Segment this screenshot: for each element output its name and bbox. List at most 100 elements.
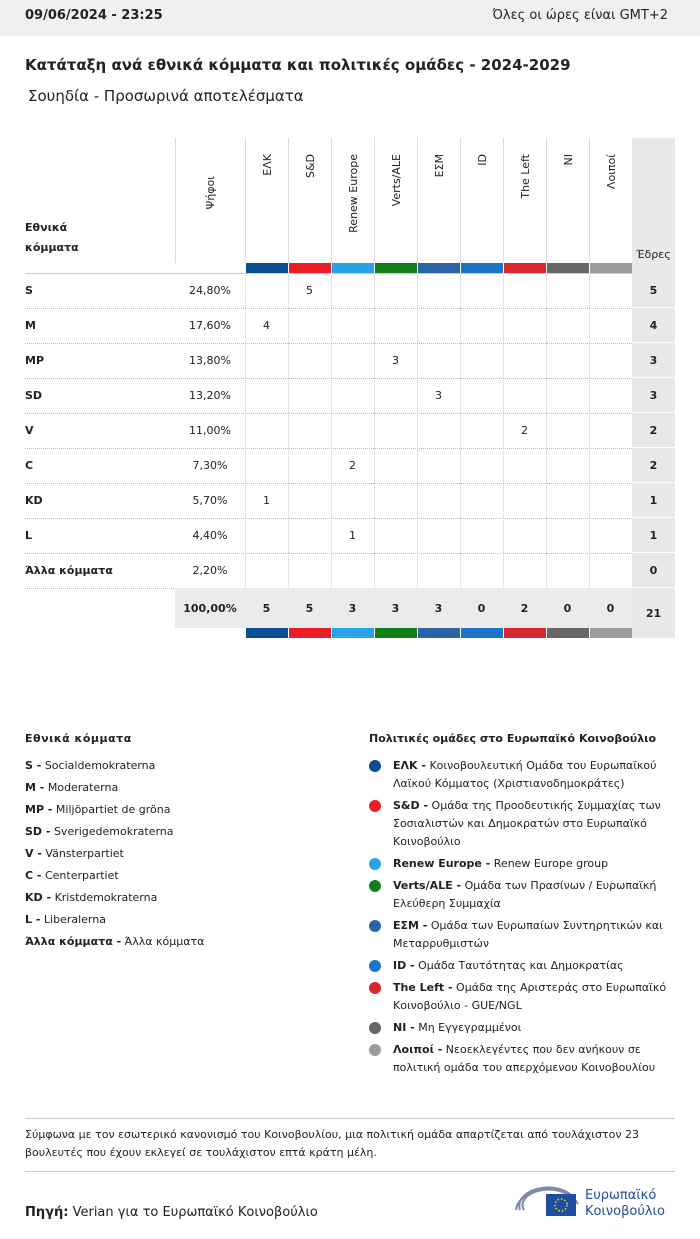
votes-header: Ψήφοι — [175, 138, 245, 263]
party: M — [25, 319, 36, 332]
legend-abbr: SD - — [25, 825, 51, 838]
party: S — [25, 284, 33, 297]
cell-border — [460, 308, 461, 343]
cell-border — [460, 343, 461, 378]
seat-cell: 3 — [392, 354, 399, 367]
cell-border — [245, 448, 246, 483]
party: KD — [25, 494, 43, 507]
legend-name: Νεοεκλεγέντες που δεν ανήκουν σε πολιτικ… — [393, 1043, 656, 1074]
source-text: Verian για το Ευρωπαϊκό Κοινοβούλιο — [72, 1205, 318, 1220]
party: C — [25, 459, 34, 472]
legend-abbr: ΕΛΚ - — [393, 759, 426, 772]
legend-dot — [369, 1022, 381, 1034]
party: L — [25, 529, 33, 542]
legend-name: Άλλα κόμματα — [124, 935, 205, 948]
seats-header: Έδρες — [636, 248, 671, 261]
source: Πηγή: Verian για το Ευρωπαϊκό Κοινοβούλι… — [25, 1205, 318, 1220]
legend-abbr: M - — [25, 781, 45, 794]
legend-abbr: Λοιποί - — [393, 1043, 443, 1056]
legend-name: Ομάδα Ταυτότητας και Δημοκρατίας — [418, 959, 624, 972]
cell-border — [288, 518, 289, 553]
cell-border — [546, 448, 547, 483]
cell-border — [288, 448, 289, 483]
total-cell: 5 — [262, 601, 271, 615]
legend-name: Κοινοβουλευτική Ομάδα του Ευρωπαϊκού Λαϊ… — [393, 759, 657, 790]
cell-border — [288, 413, 289, 448]
cell-border — [546, 343, 547, 378]
cell-border — [245, 553, 246, 588]
party: SD — [25, 389, 43, 402]
total-cell: 0 — [563, 601, 572, 615]
legend-abbr: Verts/ALE - — [393, 879, 462, 892]
legend-abbr: NI - — [393, 1021, 415, 1034]
legend-item: The Left - Ομάδα της Αριστεράς στο Ευρωπ… — [369, 979, 669, 1015]
cell-border — [503, 378, 504, 413]
votes: 5,70% — [192, 494, 228, 507]
logo-line: Ευρωπαϊκό — [585, 1188, 657, 1203]
total-cell: 5 — [305, 601, 314, 615]
seat-cell: 3 — [435, 389, 442, 402]
logo-text: Ευρωπαϊκό Κοινοβούλιο — [585, 1188, 665, 1220]
header-rule — [25, 273, 632, 274]
legend-abbr: ΕΣΜ - — [393, 919, 428, 932]
cell-border — [589, 308, 590, 343]
cell-border — [288, 343, 289, 378]
cell-border — [417, 378, 418, 413]
legend-name: Liberalerna — [43, 913, 106, 926]
row-rule — [25, 483, 632, 484]
seat-cell: 2 — [349, 459, 356, 472]
legend-item: Renew Europe - Renew Europe group — [369, 855, 669, 873]
party: MP — [25, 354, 45, 367]
cell-border — [417, 448, 418, 483]
row-rule — [25, 448, 632, 449]
legend-item: ID - Ομάδα Ταυτότητας και Δημοκρατίας — [369, 957, 669, 975]
cell-border — [589, 413, 590, 448]
cell-border — [245, 308, 246, 343]
legend-item: S - Socialdemokraterna — [25, 755, 204, 777]
logo-icon — [515, 1186, 579, 1216]
cell-border — [374, 518, 375, 553]
legend-abbr: Άλλα κόμματα - — [25, 935, 122, 948]
legend-item: MP - Miljöpartiet de gröna — [25, 799, 204, 821]
cell-border — [331, 518, 332, 553]
divider — [25, 1118, 675, 1119]
legend-dot — [369, 760, 381, 772]
votes: 2,20% — [192, 564, 228, 577]
cell-border — [546, 378, 547, 413]
seat-cell: 1 — [263, 494, 270, 507]
legend-item: Λοιποί - Νεοεκλεγέντες που δεν ανήκουν σ… — [369, 1041, 669, 1077]
cell-border — [546, 273, 547, 308]
cell-border — [460, 483, 461, 518]
group-header: Verts/ALE — [374, 138, 417, 263]
cell-border — [546, 553, 547, 588]
seats: 3 — [632, 343, 675, 378]
group-color-bar — [332, 263, 374, 273]
seats: 2 — [632, 413, 675, 448]
column-header: ΕΛΚ — [260, 154, 274, 176]
source-label: Πηγή: — [25, 1205, 69, 1220]
cell-border — [503, 448, 504, 483]
group-color-bar — [461, 628, 503, 638]
votes: 24,80% — [189, 284, 231, 297]
cell-border — [331, 378, 332, 413]
group-header: ΕΣΜ — [417, 138, 460, 263]
legend-item: L - Liberalerna — [25, 909, 204, 931]
group-header: Renew Europe — [331, 138, 374, 263]
cell-border — [460, 553, 461, 588]
cell-border — [417, 413, 418, 448]
cell-border — [288, 273, 289, 308]
legend-item: SD - Sverigedemokraterna — [25, 821, 204, 843]
timezone: Όλες οι ώρες είναι GMT+2 — [492, 8, 668, 23]
legend-dot — [369, 960, 381, 972]
column-header: Λοιποί — [604, 154, 618, 190]
legend-title: Πολιτικές ομάδες στο Ευρωπαϊκό Κοινοβούλ… — [369, 732, 657, 745]
column-header: NI — [561, 154, 575, 166]
cell-border — [503, 343, 504, 378]
group-header: ID — [460, 138, 503, 263]
cell-border — [288, 308, 289, 343]
legend-dot — [369, 1044, 381, 1056]
cell-border — [331, 448, 332, 483]
cell-border — [331, 308, 332, 343]
cell-border — [374, 448, 375, 483]
cell-border — [546, 308, 547, 343]
